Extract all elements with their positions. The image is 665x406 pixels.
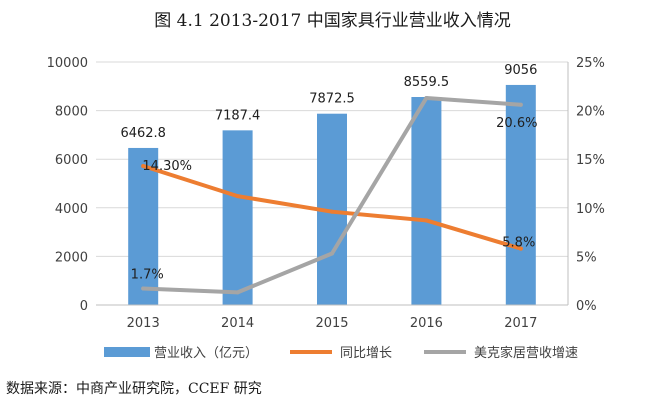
y-left-tick-label: 8000 [55, 105, 88, 120]
line-point [235, 194, 240, 199]
line-point [424, 95, 429, 100]
line-point [330, 209, 334, 214]
y-right-tick-label: 25% [576, 56, 605, 71]
x-tick-label: 2017 [504, 316, 537, 331]
line-point [235, 290, 240, 295]
y-left-tick-label: 10000 [47, 56, 88, 71]
y-left-tick-label: 4000 [55, 202, 88, 217]
line-point [518, 102, 523, 107]
bar-data-label: 7187.4 [215, 108, 261, 123]
x-tick-label: 2015 [315, 316, 348, 331]
y-left-tick-label: 0 [80, 299, 88, 314]
line-point [141, 286, 146, 291]
bar [128, 147, 159, 305]
bar-data-label: 6462.8 [120, 126, 166, 141]
line-point [330, 251, 334, 256]
y-left-tick-label: 6000 [55, 153, 88, 168]
line-point [424, 218, 429, 223]
legend-swatch [104, 347, 150, 357]
x-tick-label: 2016 [410, 316, 443, 331]
legend-label: 同比增长 [340, 346, 392, 361]
bar-data-label: 8559.5 [404, 75, 450, 90]
line-data-label: 5.8% [502, 236, 535, 251]
source-note: 数据来源：中商产业研究院，CCEF 研究 [6, 381, 262, 397]
y-right-tick-label: 15% [576, 153, 605, 168]
y-right-tick-label: 10% [576, 202, 605, 217]
y-left-tick-label: 2000 [55, 250, 88, 265]
line-data-label: 14.30% [142, 159, 192, 174]
legend-label: 营业收入（亿元） [154, 346, 258, 361]
y-right-tick-label: 0% [576, 299, 597, 314]
line-point [518, 246, 523, 251]
legend-label: 美克家居营收增速 [474, 345, 578, 361]
line-data-label: 20.6% [496, 116, 537, 131]
line-data-label: 1.7% [131, 267, 164, 282]
x-tick-label: 2013 [127, 316, 160, 331]
y-right-tick-label: 5% [576, 250, 597, 265]
bar [411, 97, 442, 305]
bar-data-label: 7872.5 [309, 92, 355, 107]
bar [505, 84, 536, 305]
y-right-tick-label: 20% [576, 105, 605, 120]
bar-data-label: 9056 [504, 63, 537, 78]
chart-title: 图 4.1 2013-2017 中国家具行业营业收入情况 [154, 11, 511, 31]
x-tick-label: 2014 [221, 316, 254, 331]
line-point [141, 164, 146, 169]
bar [222, 130, 253, 305]
